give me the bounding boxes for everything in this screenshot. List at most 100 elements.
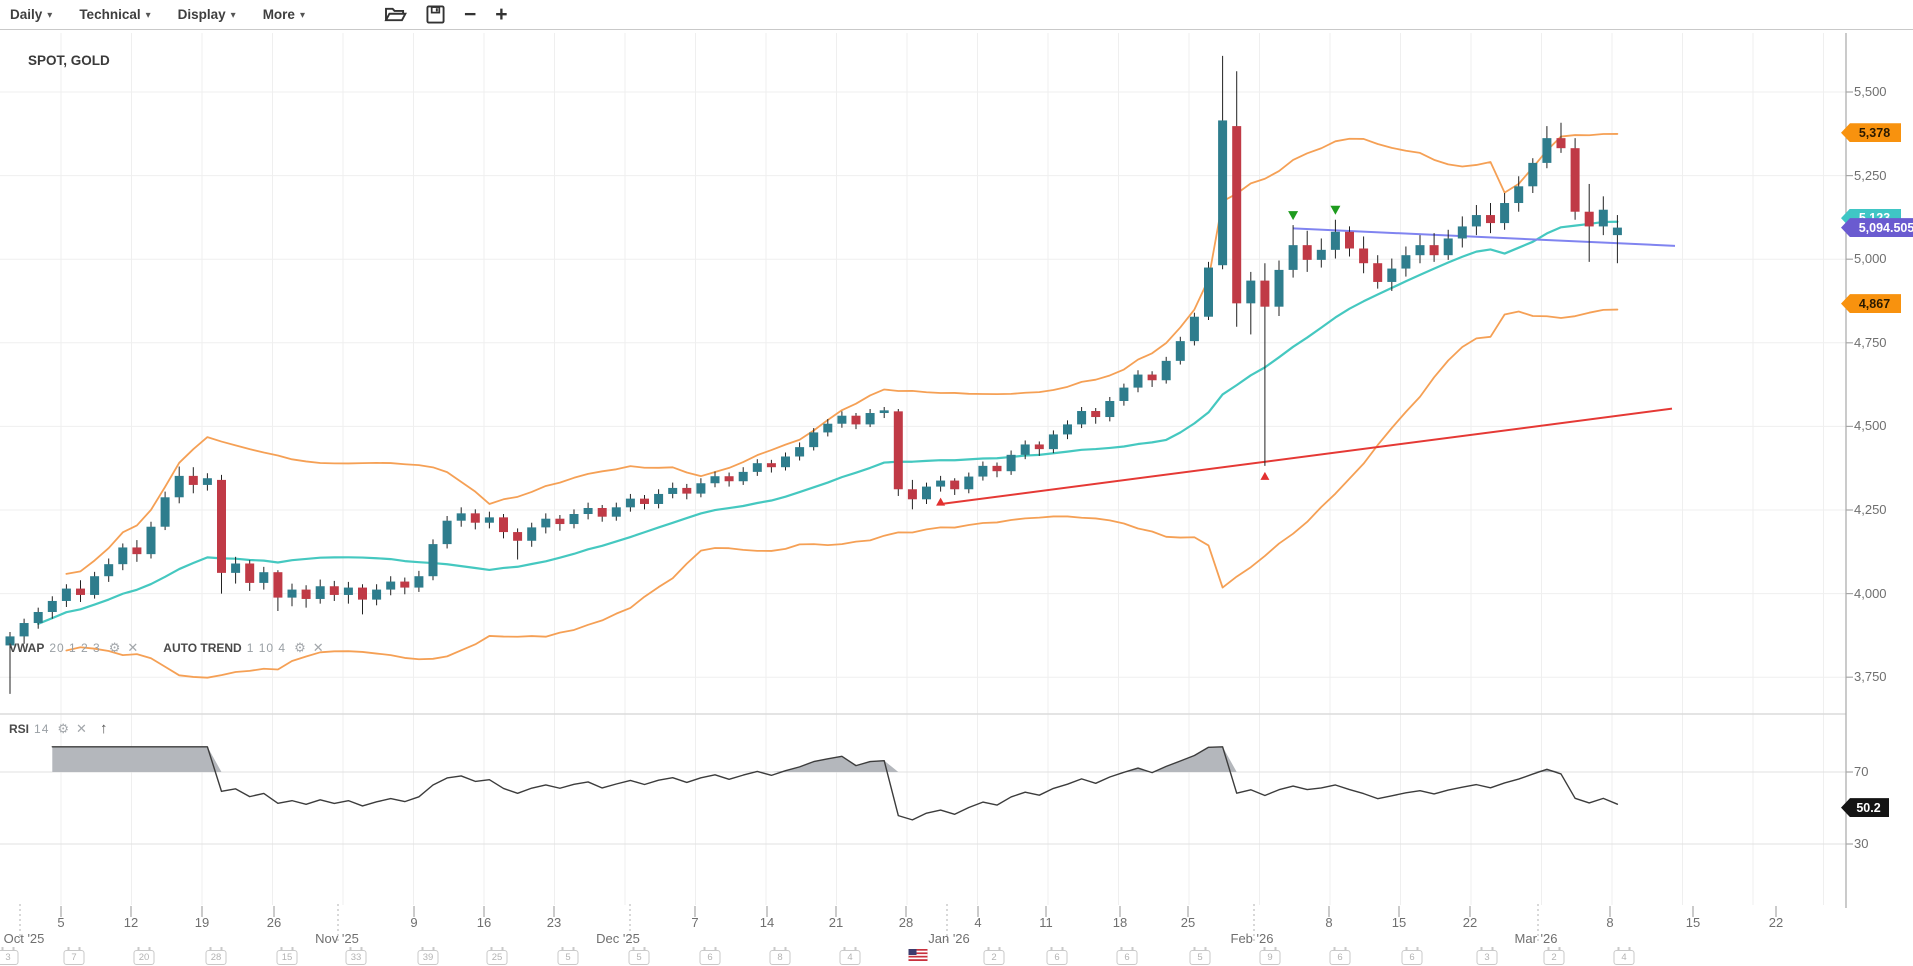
candle [1133, 374, 1143, 388]
candle [329, 586, 339, 595]
candle [879, 410, 889, 414]
candle [61, 588, 71, 601]
calendar-event-icon[interactable]: 3 [0, 947, 19, 965]
chevron-down-icon: ▾ [47, 9, 53, 21]
menu-more-label: More [262, 7, 295, 22]
calendar-event-icon[interactable]: 4 [1613, 947, 1635, 965]
calendar-event-icon[interactable]: 15 [276, 947, 298, 965]
chart-canvas[interactable]: SPOT, GOLD VWAP 20 1 2 3 ⚙ ✕ AUTO TREND … [0, 30, 1913, 966]
candle [132, 547, 142, 555]
calendar-event-icon[interactable]: 6 [1116, 947, 1138, 965]
candle [76, 588, 85, 595]
calendar-event-icon[interactable]: 8 [769, 947, 791, 965]
candle [1274, 269, 1284, 307]
candle [104, 564, 114, 577]
calendar-event-icon[interactable]: 6 [1046, 947, 1068, 965]
gear-icon[interactable]: ⚙ [108, 640, 121, 655]
menu-timeframe[interactable]: Daily ▾ [10, 7, 52, 22]
vwap-bands [65, 133, 1619, 679]
candle [541, 518, 551, 528]
gear-icon[interactable]: ⚙ [57, 720, 70, 736]
candle [682, 487, 692, 494]
candle [823, 423, 833, 433]
candle [90, 576, 100, 595]
calendar-event-icon[interactable]: 20 [133, 947, 155, 965]
candle [174, 475, 184, 498]
candle [1105, 400, 1115, 418]
candle [1119, 387, 1129, 401]
calendar-event-icon[interactable]: 2 [1543, 947, 1565, 965]
candle [851, 415, 861, 425]
menu-more[interactable]: More ▾ [263, 7, 305, 22]
candle [837, 415, 847, 424]
candle [1387, 268, 1397, 282]
candle [1584, 211, 1594, 227]
menu-display[interactable]: Display ▾ [178, 7, 236, 22]
candle [1161, 360, 1171, 381]
candle [1471, 215, 1481, 227]
price-and-rsi-plot[interactable] [0, 30, 1913, 966]
candle [1359, 248, 1369, 264]
candle [1147, 374, 1157, 381]
candle [118, 547, 128, 565]
candle [1048, 434, 1058, 450]
calendar-event-icon[interactable]: 5 [628, 947, 650, 965]
us-flag-icon[interactable] [908, 948, 928, 966]
calendar-event-icon[interactable]: 5 [557, 947, 579, 965]
calendar-event-icon[interactable]: 9 [1259, 947, 1281, 965]
candle [724, 476, 734, 482]
candle [1486, 215, 1495, 224]
menu-technical-label: Technical [79, 7, 141, 22]
candle [710, 476, 720, 484]
candle [1316, 249, 1326, 260]
calendar-event-icon[interactable]: 25 [486, 947, 508, 965]
candle [1063, 424, 1072, 435]
candle [1232, 126, 1242, 304]
calendar-event-icon[interactable]: 6 [1329, 947, 1351, 965]
gear-icon[interactable]: ⚙ [294, 640, 306, 655]
candle [188, 475, 198, 485]
candle [1204, 267, 1213, 317]
zoom-out-icon[interactable]: − [463, 2, 477, 26]
close-icon[interactable]: ✕ [127, 640, 139, 655]
candle [146, 526, 156, 555]
candle [583, 507, 593, 515]
calendar-event-icon[interactable]: 4 [839, 947, 861, 965]
candle [1189, 316, 1199, 342]
candle [1330, 231, 1340, 250]
candle [907, 489, 917, 500]
candle [668, 487, 678, 494]
close-icon[interactable]: ✕ [312, 640, 324, 655]
chevron-down-icon: ▾ [145, 9, 151, 21]
candle [513, 532, 523, 541]
calendar-event-icon[interactable]: 39 [417, 947, 439, 965]
buy-signal-icon [936, 497, 946, 506]
close-icon[interactable]: ✕ [76, 720, 87, 736]
candle [752, 463, 762, 472]
calendar-event-icon[interactable]: 6 [1401, 947, 1423, 965]
candle [1429, 245, 1439, 256]
candle [1373, 263, 1383, 282]
calendar-event-icon[interactable]: 2 [983, 947, 1005, 965]
calendar-event-icon[interactable]: 3 [1476, 947, 1498, 965]
zoom-in-icon[interactable]: + [495, 2, 508, 26]
candle [372, 589, 382, 600]
candle [625, 498, 635, 508]
calendar-event-icon[interactable]: 28 [205, 947, 227, 965]
candle [640, 498, 649, 504]
candle [738, 471, 748, 482]
menu-technical[interactable]: Technical ▾ [79, 7, 150, 22]
candle [922, 486, 931, 500]
save-icon[interactable] [426, 5, 445, 24]
calendar-event-icon[interactable]: 33 [345, 947, 367, 965]
candle [160, 497, 170, 527]
candle [597, 507, 607, 517]
calendar-event-icon[interactable]: 5 [1189, 947, 1211, 965]
calendar-event-icon[interactable]: 6 [699, 947, 721, 965]
candle [245, 563, 255, 583]
calendar-event-icon[interactable]: 7 [63, 947, 85, 965]
candle [1345, 231, 1354, 249]
open-folder-icon[interactable] [384, 5, 407, 24]
candle [428, 544, 438, 577]
move-panel-up-icon[interactable]: ↑ [99, 720, 108, 737]
